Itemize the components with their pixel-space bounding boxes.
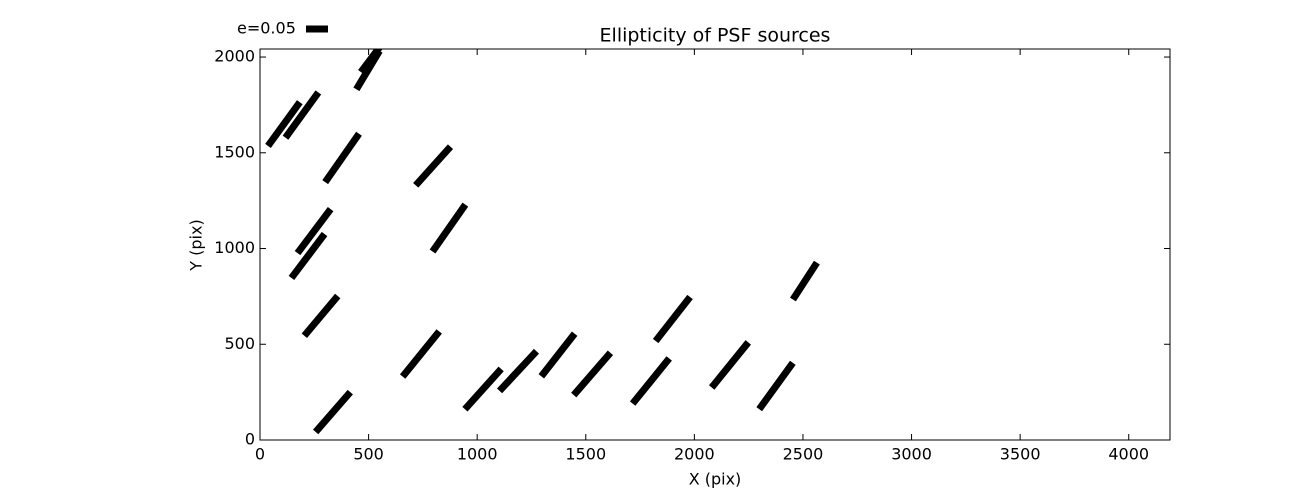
y-tick-label: 2000 [214, 47, 255, 66]
whisker [571, 350, 614, 398]
y-tick-label: 1000 [214, 238, 255, 257]
x-tick-label: 2500 [783, 445, 824, 464]
whisker [496, 348, 540, 394]
whisker [756, 360, 796, 412]
whisker [429, 202, 469, 254]
whisker [652, 294, 693, 344]
whisker [265, 100, 303, 149]
whisker [288, 231, 328, 281]
x-axis-label: X (pix) [689, 470, 742, 489]
whisker [413, 144, 454, 188]
x-tick-label: 2000 [674, 445, 715, 464]
whisker [301, 293, 341, 339]
plot-frame [259, 48, 1171, 441]
x-tick-label: 4000 [1108, 445, 1149, 464]
y-tick-label: 1500 [214, 142, 255, 161]
whisker [282, 90, 322, 140]
whisker [538, 331, 578, 379]
whisker [789, 260, 820, 302]
x-tick-label: 3000 [891, 445, 932, 464]
whisker [322, 131, 362, 185]
x-tick-label: 1500 [565, 445, 606, 464]
whisker [358, 49, 383, 75]
x-tick-label: 3500 [1000, 445, 1041, 464]
y-axis-label: Y (pix) [187, 219, 206, 271]
x-tick-label: 500 [353, 445, 384, 464]
y-tick-label: 0 [245, 430, 255, 449]
whisker [399, 329, 442, 379]
plot-area [265, 49, 820, 435]
whisker [629, 356, 672, 406]
whisker [313, 389, 353, 435]
whisker [708, 340, 751, 390]
y-tick-label: 500 [224, 334, 255, 353]
chart-title: Ellipticity of PSF sources [600, 25, 831, 47]
x-tick-label: 1000 [457, 445, 498, 464]
key-label: e=0.05 [237, 19, 296, 38]
x-tick-label: 0 [255, 445, 265, 464]
whisker [294, 207, 334, 256]
whisker [462, 366, 504, 412]
